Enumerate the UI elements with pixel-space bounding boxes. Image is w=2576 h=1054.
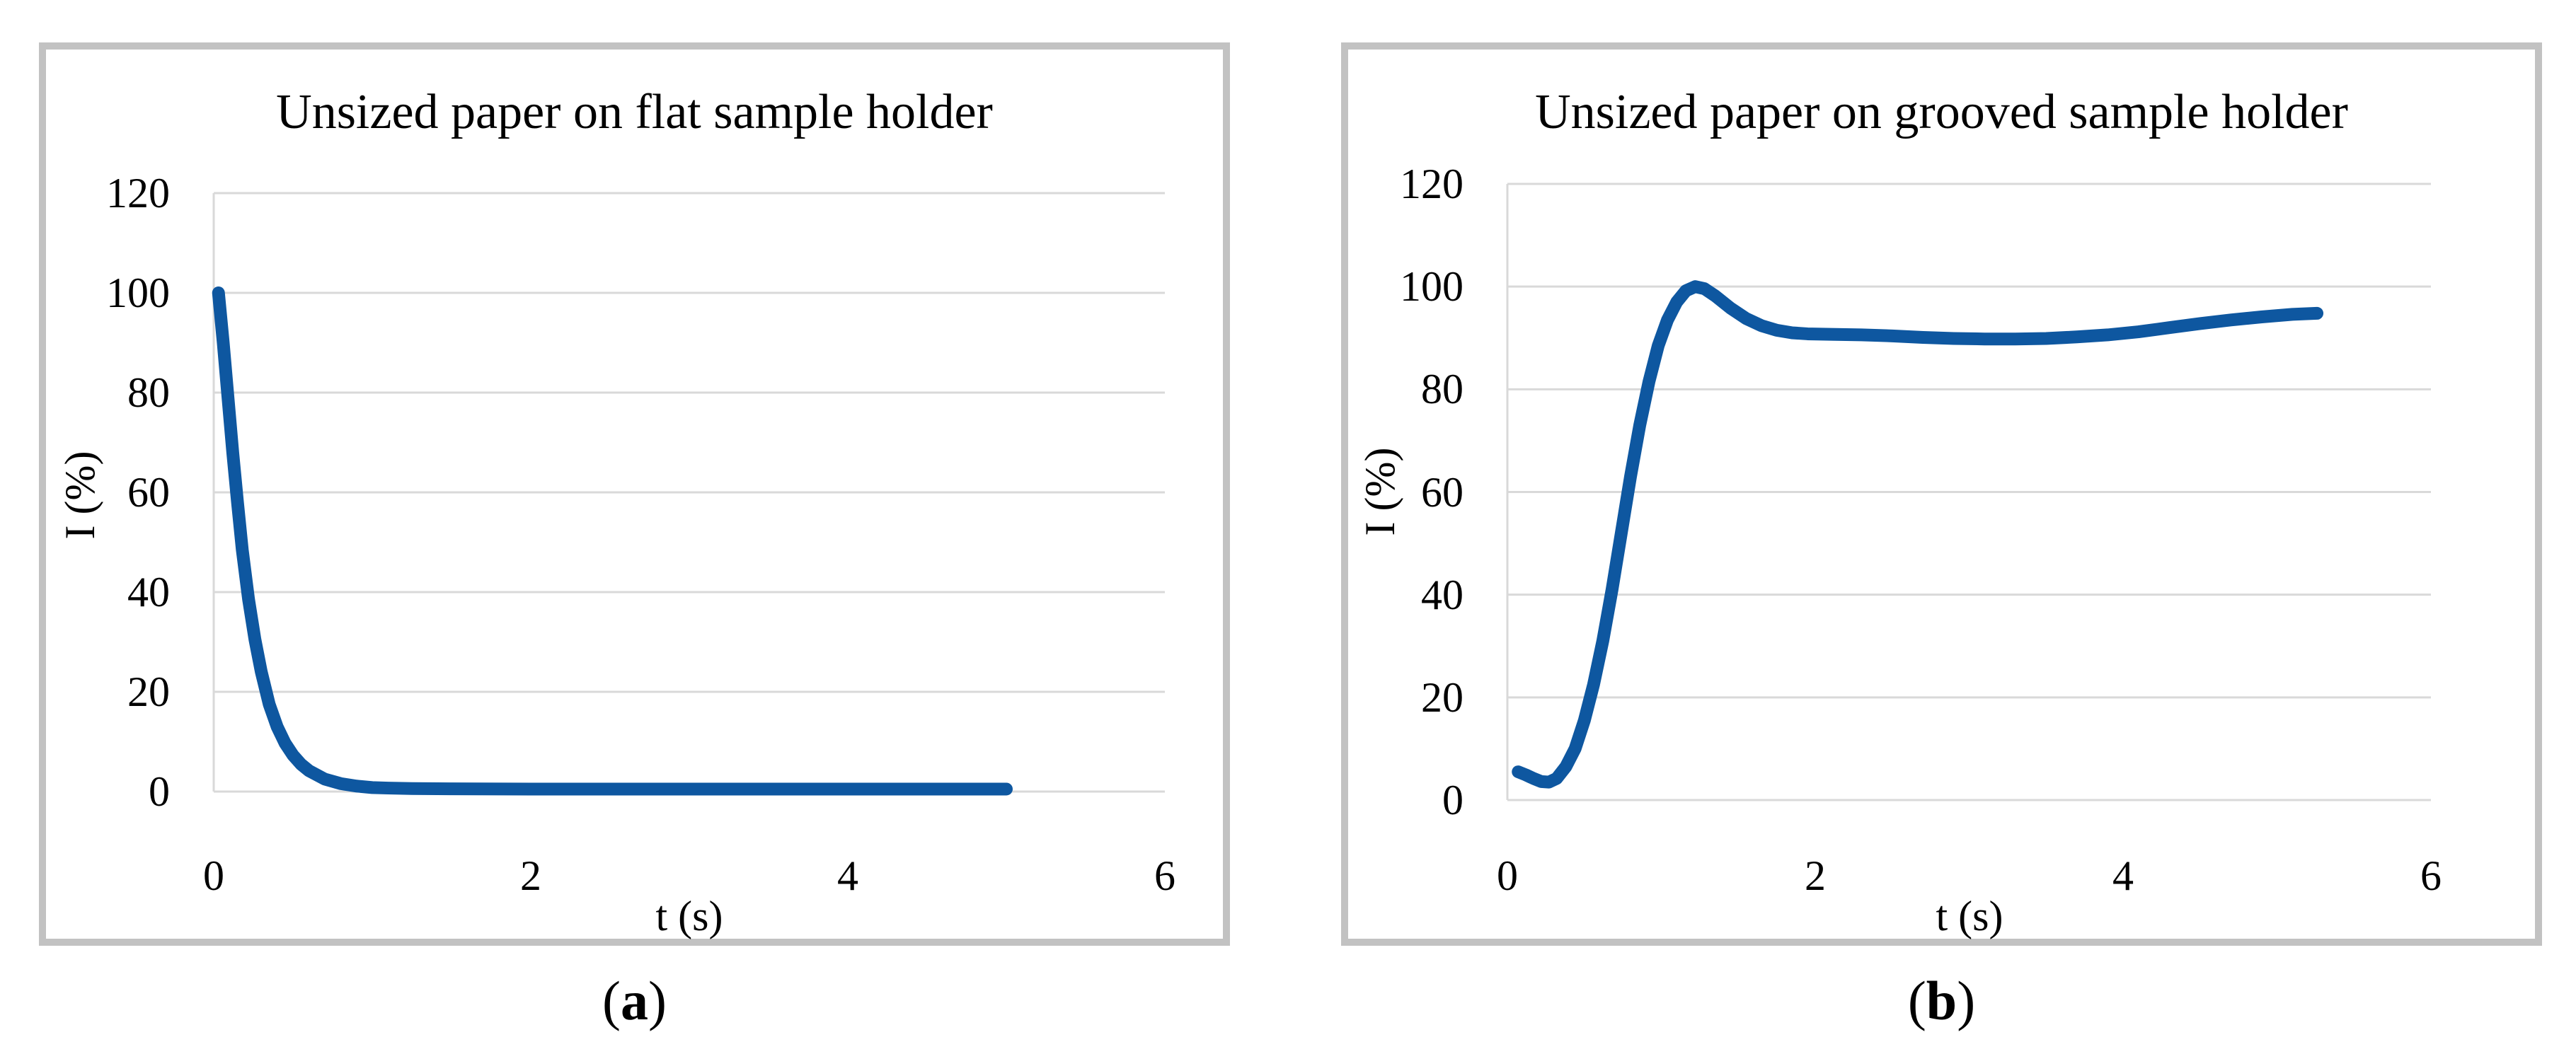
x-axis-title: t (s) [655, 893, 723, 939]
x-tick-label: 6 [2420, 852, 2442, 899]
subfigure-caption-a: (a) [39, 971, 1230, 1031]
y-tick-label: 100 [106, 270, 170, 316]
caption-paren: ( [602, 970, 621, 1031]
chart-title: Unsized paper on flat sample holder [276, 85, 993, 139]
y-tick-label: 80 [127, 369, 170, 416]
chart-title: Unsized paper on grooved sample holder [1535, 85, 2348, 139]
data-series-line [1512, 280, 2324, 789]
x-tick-label: 0 [1497, 852, 1518, 899]
y-tick-label: 0 [1442, 777, 1464, 823]
y-tick-label: 40 [127, 569, 170, 615]
y-tick-label: 60 [127, 469, 170, 516]
line-plot-area [212, 192, 1165, 796]
line-plot-area [1506, 183, 2431, 801]
chart-panel-a: Unsized paper on flat sample holder I (%… [46, 50, 1223, 939]
y-tick-label: 120 [106, 170, 170, 216]
caption-letter: a [621, 970, 648, 1031]
x-tick-label: 6 [1154, 852, 1175, 899]
y-tick-label: 80 [1421, 366, 1464, 412]
caption-paren: ( [1907, 970, 1926, 1031]
caption-paren: ) [1957, 970, 1976, 1031]
x-tick-label: 2 [520, 852, 541, 899]
y-tick-label: 60 [1421, 469, 1464, 516]
y-tick-label: 20 [127, 668, 170, 715]
y-tick-label: 120 [1400, 161, 1464, 207]
data-series-line [212, 286, 1013, 796]
y-tick-label: 40 [1421, 572, 1464, 618]
caption-letter: b [1926, 970, 1957, 1031]
y-tick-label: 100 [1400, 263, 1464, 310]
x-tick-label: 4 [837, 852, 858, 899]
chart-panel-b: Unsized paper on grooved sample holder I… [1348, 50, 2535, 939]
subfigure-caption-b: (b) [1341, 971, 2542, 1031]
x-tick-label: 4 [2112, 852, 2134, 899]
y-tick-label: 20 [1421, 674, 1464, 721]
caption-paren: ) [648, 970, 667, 1031]
y-tick-label: 0 [149, 768, 170, 815]
x-tick-label: 2 [1805, 852, 1826, 899]
x-axis-title: t (s) [1936, 893, 2003, 939]
x-tick-label: 0 [203, 852, 224, 899]
